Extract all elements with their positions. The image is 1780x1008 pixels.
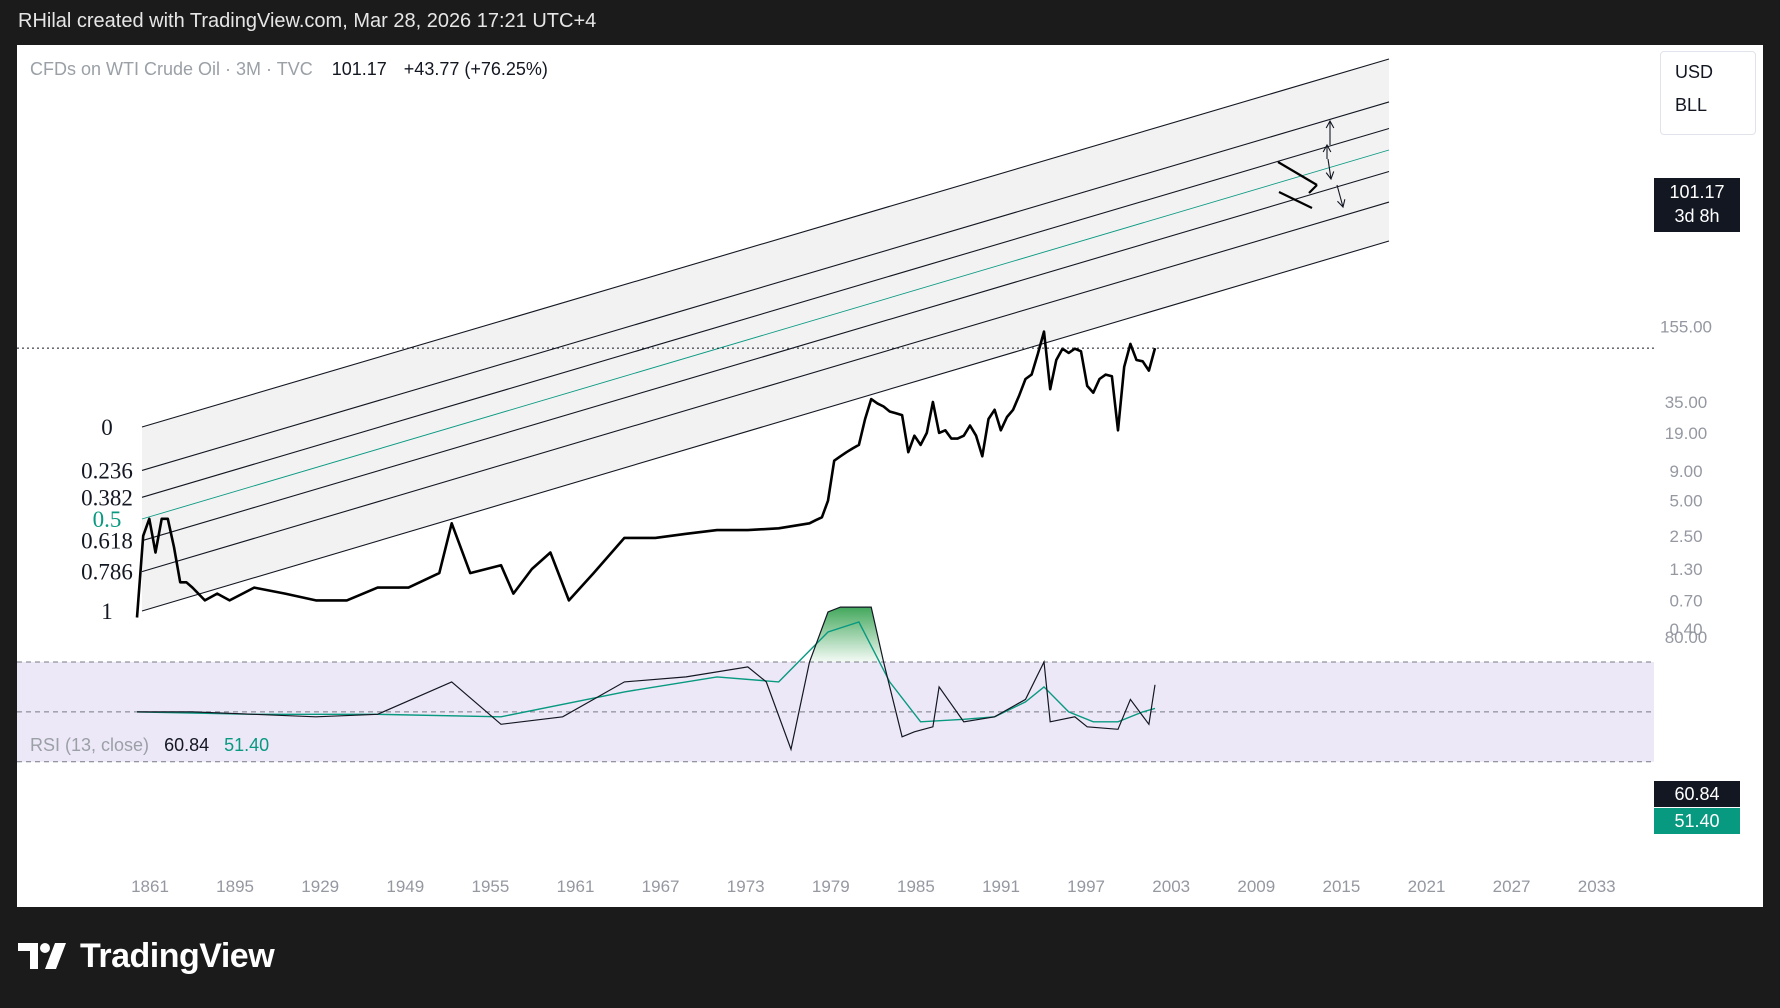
- up-arrow-icon[interactable]: [1325, 119, 1335, 145]
- currency-unit-selector[interactable]: USD BLL: [1660, 51, 1756, 135]
- price-tick-label[interactable]: 2.50: [1669, 527, 1702, 546]
- currency-label[interactable]: USD: [1675, 62, 1714, 82]
- time-tick-label[interactable]: 2027: [1493, 877, 1531, 896]
- time-tick-label[interactable]: 1985: [897, 877, 935, 896]
- price-tick-label[interactable]: 19.00: [1665, 424, 1708, 443]
- rsi-ma-badge: 51.40: [1654, 808, 1740, 834]
- time-tick-label[interactable]: 2021: [1408, 877, 1446, 896]
- tradingview-logo-icon: [18, 943, 66, 969]
- fib-line-0[interactable]: [141, 58, 1390, 428]
- rsi-legend[interactable]: RSI (13, close) 60.84 51.40: [30, 735, 269, 756]
- fib-line-0.786[interactable]: [141, 201, 1390, 573]
- price-axis[interactable]: 155.00 35.00 19.00 9.00 5.00 2.50 1.30 0.70 0.40: [1660, 317, 1712, 638]
- price-line: [135, 330, 1157, 618]
- wedge-lower-line[interactable]: [1278, 191, 1313, 209]
- rsi-ma-line: [136, 621, 1156, 723]
- bar-countdown: 3d 8h: [1674, 206, 1720, 226]
- unit-label[interactable]: BLL: [1675, 95, 1708, 115]
- fib-channel-lines[interactable]: [141, 58, 1390, 612]
- fib-label-0.382: 0.382: [81, 485, 133, 510]
- time-tick-label[interactable]: 2003: [1152, 877, 1190, 896]
- fib-label-0.618: 0.618: [81, 529, 133, 554]
- time-tick-label[interactable]: 2009: [1237, 877, 1275, 896]
- rsi-value-badge: 60.84: [1654, 781, 1740, 807]
- price-tick-label[interactable]: 0.70: [1669, 591, 1702, 610]
- up-arrow-icon[interactable]: [1322, 143, 1332, 159]
- down-arrow-icon[interactable]: [1325, 158, 1335, 181]
- time-tick-label[interactable]: 1967: [642, 877, 680, 896]
- fib-line-0.618[interactable]: [141, 170, 1390, 542]
- price-tick-label[interactable]: 35.00: [1665, 393, 1708, 412]
- price-tick-label[interactable]: 5.00: [1669, 492, 1702, 511]
- chart-caption: RHilal created with TradingView.com, Mar…: [18, 10, 597, 32]
- current-price: 101.17: [1669, 182, 1725, 202]
- time-tick-label[interactable]: 1979: [812, 877, 850, 896]
- time-tick-label[interactable]: 1949: [386, 877, 424, 896]
- fib-line-0.5[interactable]: [141, 149, 1390, 520]
- rsi-line: [137, 606, 1156, 752]
- fib-line-1[interactable]: [141, 240, 1390, 612]
- time-axis[interactable]: 1861 1895 1929 1949 1955 1961 1967 1973 1979 1985…: [131, 877, 1616, 896]
- rsi-tick-label[interactable]: 80.00: [1665, 628, 1708, 647]
- fib-label-0: 0: [101, 415, 113, 440]
- time-tick-label[interactable]: 1861: [131, 877, 169, 896]
- time-tick-label[interactable]: 1997: [1067, 877, 1105, 896]
- symbol-legend[interactable]: CFDs on WTI Crude Oil · 3M · TVC 101.17 …: [30, 59, 548, 80]
- rsi-value: 60.84: [164, 735, 210, 755]
- time-tick-label[interactable]: 1929: [301, 877, 339, 896]
- fib-channel-fill: [142, 59, 1389, 611]
- price-series: [135, 330, 1157, 618]
- rsi-pane[interactable]: 80.00: [17, 606, 1708, 763]
- wedge-upper-line[interactable]: [1277, 161, 1318, 186]
- user-drawings[interactable]: [17, 119, 1654, 349]
- rsi-title[interactable]: RSI (13, close): [30, 735, 150, 755]
- price-tick-label[interactable]: 9.00: [1669, 462, 1702, 481]
- time-tick-label[interactable]: 2015: [1322, 877, 1360, 896]
- brand-name: TradingView: [80, 937, 275, 975]
- fib-line-0.382[interactable]: [141, 127, 1390, 498]
- price-tick-label[interactable]: 1.30: [1669, 560, 1702, 579]
- time-tick-label[interactable]: 1895: [216, 877, 254, 896]
- down-arrow-icon[interactable]: [1336, 184, 1346, 209]
- last-price: 101.17: [331, 59, 387, 79]
- time-tick-label[interactable]: 2033: [1578, 877, 1616, 896]
- price-change: +43.77 (+76.25%): [403, 59, 548, 79]
- rsi-overbought-fill: [137, 607, 1155, 662]
- time-tick-label[interactable]: 1973: [727, 877, 765, 896]
- fib-line-0.236[interactable]: [141, 101, 1390, 471]
- time-tick-label[interactable]: 1955: [471, 877, 509, 896]
- price-tick-label[interactable]: 155.00: [1660, 317, 1712, 336]
- symbol-name[interactable]: CFDs on WTI Crude Oil · 3M · TVC: [30, 59, 313, 79]
- current-price-label: 101.17 3d 8h: [1654, 178, 1740, 232]
- fib-label-0.5: 0.5: [93, 507, 122, 532]
- time-tick-label[interactable]: 1991: [982, 877, 1020, 896]
- fib-label-1: 1: [101, 599, 113, 624]
- fib-channel-bands: [142, 59, 1389, 611]
- price-tick-label[interactable]: 0.40: [1669, 620, 1702, 639]
- chart-panel[interactable]: 0 0.236 0.382 0.5 0.618 0.786 1 155.00 35.00 19.…: [17, 45, 1763, 907]
- wedge-upper-line[interactable]: [1308, 184, 1318, 194]
- fib-label-0.236: 0.236: [81, 458, 133, 483]
- rsi-ma-value: 51.40: [224, 735, 270, 755]
- time-tick-label[interactable]: 1961: [557, 877, 595, 896]
- fib-label-0.786: 0.786: [81, 560, 133, 585]
